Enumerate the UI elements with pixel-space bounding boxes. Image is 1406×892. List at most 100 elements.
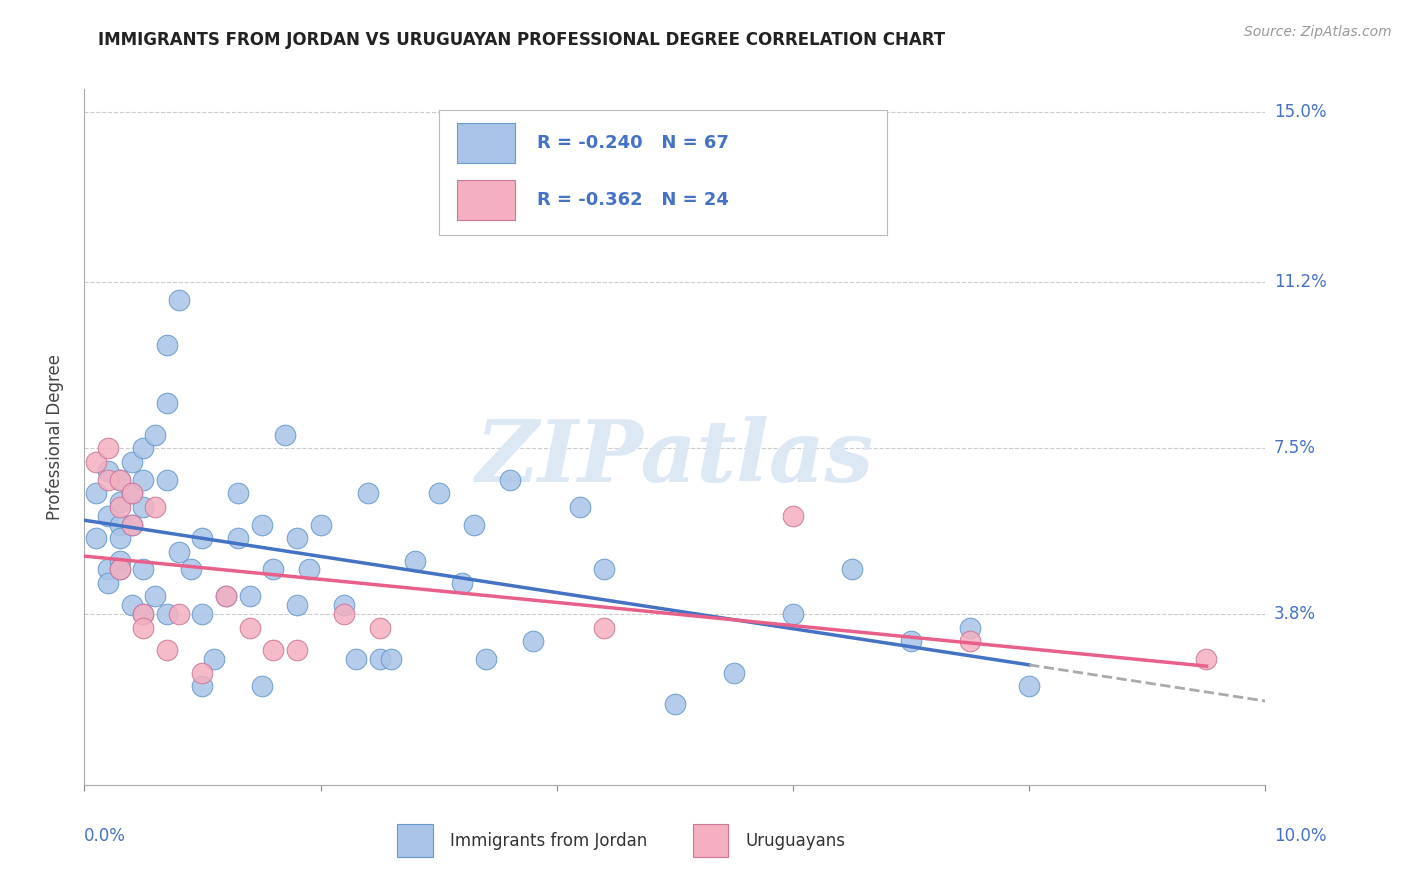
Point xyxy=(108,531,131,545)
Point xyxy=(167,607,190,622)
Text: ZIPatlas: ZIPatlas xyxy=(475,417,875,500)
Point xyxy=(368,621,391,635)
Point xyxy=(1018,679,1040,693)
Point xyxy=(121,455,143,469)
Point xyxy=(143,500,166,514)
Point xyxy=(97,464,120,478)
Point xyxy=(404,553,426,567)
Point xyxy=(132,442,155,456)
Point xyxy=(84,486,107,500)
Point xyxy=(959,621,981,635)
Point xyxy=(156,396,179,410)
Point xyxy=(108,562,131,576)
Point xyxy=(132,500,155,514)
Point xyxy=(167,544,190,558)
Point xyxy=(593,621,616,635)
Point xyxy=(97,442,120,456)
Text: Source: ZipAtlas.com: Source: ZipAtlas.com xyxy=(1244,25,1392,39)
Point xyxy=(285,643,308,657)
Point xyxy=(121,517,143,532)
Point xyxy=(108,517,131,532)
Point xyxy=(191,665,214,680)
Point xyxy=(215,590,238,604)
Point xyxy=(451,576,474,591)
Point xyxy=(841,562,863,576)
Point xyxy=(344,652,367,666)
Point xyxy=(782,508,804,523)
Text: 7.5%: 7.5% xyxy=(1274,439,1316,458)
Point xyxy=(274,427,297,442)
Point xyxy=(498,473,520,487)
Point xyxy=(333,599,356,613)
Point xyxy=(285,531,308,545)
Point xyxy=(959,634,981,648)
Point xyxy=(108,473,131,487)
Point xyxy=(108,500,131,514)
Point xyxy=(108,562,131,576)
Point xyxy=(97,576,120,591)
Point xyxy=(1195,652,1218,666)
Point xyxy=(143,427,166,442)
Point xyxy=(84,531,107,545)
Point xyxy=(108,473,131,487)
Point xyxy=(285,599,308,613)
Point xyxy=(333,607,356,622)
Point xyxy=(121,486,143,500)
Point xyxy=(143,590,166,604)
Point xyxy=(463,517,485,532)
Point xyxy=(262,643,284,657)
Point xyxy=(191,679,214,693)
Point xyxy=(97,473,120,487)
Point xyxy=(108,553,131,567)
Point xyxy=(380,652,402,666)
Point xyxy=(427,486,450,500)
Point xyxy=(782,607,804,622)
Point xyxy=(475,652,498,666)
Point xyxy=(121,517,143,532)
Point xyxy=(202,652,225,666)
Point xyxy=(226,531,249,545)
Point xyxy=(97,562,120,576)
Y-axis label: Professional Degree: Professional Degree xyxy=(45,354,63,520)
Point xyxy=(368,652,391,666)
Point xyxy=(664,697,686,711)
Point xyxy=(156,473,179,487)
Point xyxy=(239,590,262,604)
Point xyxy=(108,495,131,509)
Point xyxy=(121,599,143,613)
Text: 10.0%: 10.0% xyxy=(1274,827,1326,845)
Point xyxy=(191,531,214,545)
Point xyxy=(900,634,922,648)
Point xyxy=(262,562,284,576)
Point xyxy=(239,621,262,635)
Text: 3.8%: 3.8% xyxy=(1274,606,1316,624)
Point xyxy=(298,562,321,576)
Point xyxy=(191,607,214,622)
Point xyxy=(723,665,745,680)
Text: 11.2%: 11.2% xyxy=(1274,273,1326,291)
Point xyxy=(156,607,179,622)
Point xyxy=(97,508,120,523)
Point xyxy=(132,473,155,487)
Point xyxy=(226,486,249,500)
Point xyxy=(522,634,544,648)
Point xyxy=(156,338,179,352)
Point xyxy=(180,562,202,576)
Point xyxy=(309,517,332,532)
Point xyxy=(357,486,380,500)
Point xyxy=(132,621,155,635)
Point xyxy=(132,607,155,622)
Point xyxy=(167,293,190,308)
Point xyxy=(250,679,273,693)
Point xyxy=(132,607,155,622)
Point xyxy=(156,643,179,657)
Point xyxy=(215,590,238,604)
Point xyxy=(84,455,107,469)
Point xyxy=(250,517,273,532)
Point xyxy=(593,562,616,576)
Point xyxy=(132,562,155,576)
Text: 15.0%: 15.0% xyxy=(1274,103,1326,120)
Text: 0.0%: 0.0% xyxy=(84,827,127,845)
Point xyxy=(121,486,143,500)
Point xyxy=(569,500,592,514)
